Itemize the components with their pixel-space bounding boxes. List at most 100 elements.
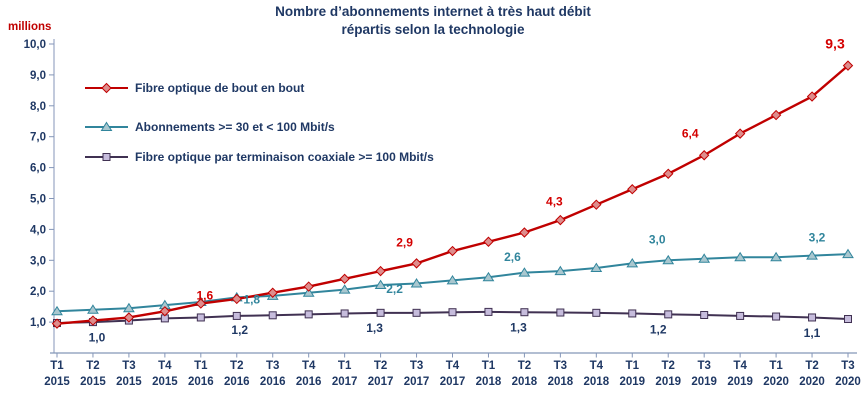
legend-label: Fibre optique de bout en bout [135,81,304,95]
x-axis-quarter-label: T4 [302,360,316,372]
square-marker [556,308,565,317]
square-marker [340,309,349,318]
x-axis-quarter-label: T3 [841,360,854,372]
diamond-marker [591,199,602,210]
triangle-marker [626,257,639,268]
triangle-marker [554,265,567,276]
legend: Fibre optique de bout en bout Abonnements… [85,81,434,164]
x-axis-year-label: 2018 [512,376,538,388]
data-label: 1,2 [231,323,248,337]
diamond-marker [483,236,494,247]
y-axis-tick-label: 4,0 [30,224,46,236]
triangle-marker [518,267,531,277]
series-line [56,64,849,325]
x-axis-year-label: 2016 [224,376,250,388]
x-axis-year-label: 2019 [691,376,717,388]
x-axis-quarter-label: T3 [410,360,423,372]
triangle-marker [51,305,63,316]
x-axis-quarter-label: T2 [662,360,675,372]
diamond-marker [663,168,674,179]
x-axis-quarter-label: T1 [194,360,208,372]
x-axis-year-label: 2016 [296,376,322,388]
y-axis-tick-label: 8,0 [30,101,46,113]
x-axis-year-label: 2020 [763,376,789,388]
legend-item-0: Fibre optique de bout en bout [85,81,304,95]
x-axis-quarter-label: T1 [626,360,640,372]
x-axis-year-label: 2016 [188,376,214,388]
diamond-marker [51,318,63,329]
triangle-marker [100,121,113,131]
data-label: 1,0 [89,330,106,344]
x-axis-year-label: 2019 [619,376,645,388]
diamond-marker [447,245,458,257]
x-axis-year-label: 2015 [80,376,106,388]
data-label: 1,3 [510,320,527,334]
diamond-marker [195,298,207,309]
legend-label: Fibre optique par terminaison coaxiale >… [135,150,434,164]
series-1 [51,248,854,316]
triangle-marker [590,262,603,273]
triangle-marker [662,254,675,265]
diamond-marker [519,227,530,238]
diamond-marker [231,293,242,305]
data-label: 2,6 [504,250,521,264]
x-axis-quarter-label: T3 [554,360,567,372]
square-marker [808,313,817,322]
data-label: 2,2 [386,282,403,296]
series-2 [53,307,852,328]
diamond-marker [698,150,710,161]
square-marker [376,308,385,317]
diamond-marker [101,82,112,94]
diamond-marker [411,258,422,269]
chart-title-line1: Nombre d’abonnements internet à très hau… [275,4,591,19]
square-marker [232,311,241,320]
square-marker [412,308,421,317]
triangle-marker [410,278,423,288]
diamond-marker [123,312,135,323]
triangle-marker [842,248,854,259]
x-axis-year-label: 2017 [440,376,466,388]
x-axis-year-label: 2015 [116,376,142,388]
diamond-marker [87,315,99,326]
y-axis-tick-label: 7,0 [30,132,46,144]
y-axis-tick-label: 6,0 [30,163,46,175]
data-label: 1,8 [243,293,260,307]
square-marker [304,310,313,319]
x-axis: T1 2015 T2 2015 T3 2015 T4 2015 T1 2016 T2 2016 T3 20… [44,352,861,388]
x-axis-year-label: 2018 [476,376,502,388]
square-marker [772,312,781,321]
triangle-marker [734,251,747,262]
x-axis-quarter-label: T4 [733,360,747,372]
square-marker [102,153,111,161]
x-axis-year-label: 2019 [655,376,681,388]
triangle-marker [482,271,495,282]
x-axis-quarter-label: T3 [122,360,135,372]
x-axis-year-label: 2017 [368,376,394,388]
triangle-marker [302,287,315,297]
diamond-marker [734,128,746,139]
square-marker [628,309,637,318]
diamond-marker [303,281,314,292]
legend-item-2: Fibre optique par terminaison coaxiale >… [85,150,434,164]
data-label: 4,3 [546,194,563,208]
triangle-marker [698,253,711,263]
y-axis-tick-label: 9,0 [30,70,46,82]
square-marker [268,311,277,320]
x-axis-quarter-label: T2 [374,360,387,372]
square-marker [664,310,673,319]
square-marker [700,310,709,319]
legend-label: Abonnements >= 30 et < 100 Mbit/s [135,120,335,134]
square-marker [484,307,493,316]
x-axis-year-label: 2019 [727,376,753,388]
triangle-marker [806,250,818,260]
chart-title-line2: répartis selon la technologie [341,22,525,37]
triangle-marker [770,251,782,262]
data-label: 1,2 [650,323,667,337]
legend-item-1: Abonnements >= 30 et < 100 Mbit/s [85,120,335,134]
data-label: 2,9 [396,236,413,250]
x-axis-year-label: 2015 [44,376,70,388]
x-axis-quarter-label: T2 [86,360,99,372]
x-axis-year-label: 2017 [404,376,430,388]
x-axis-quarter-label: T4 [158,360,172,372]
diamond-marker [339,273,350,285]
